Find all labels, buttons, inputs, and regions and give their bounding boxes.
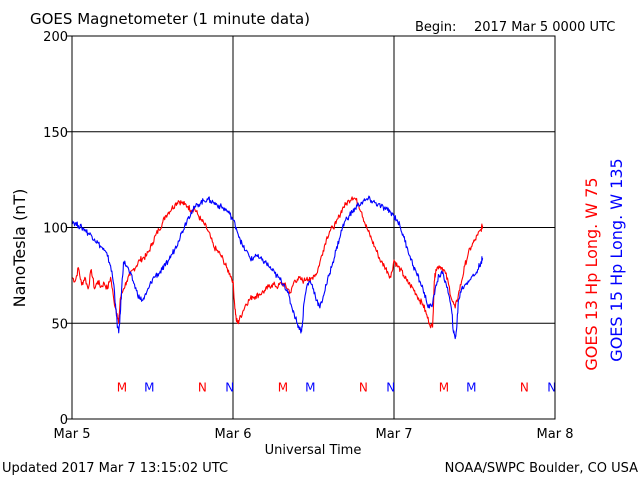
x-tick-label: Mar 6	[215, 427, 252, 442]
begin-date: 2017 Mar 5 0000 UTC	[474, 20, 615, 35]
local-time-marker: N	[198, 380, 207, 394]
local-time-marker: M	[305, 380, 315, 394]
legend-goes13: GOES 13 Hp Long. W 75	[582, 177, 601, 370]
series-layer	[71, 195, 484, 340]
local-time-marker: N	[520, 380, 529, 394]
begin-label: Begin:	[415, 20, 456, 35]
series-line-goes13	[71, 196, 484, 329]
y-tick-label: 150	[43, 126, 68, 141]
y-tick-label: 0	[60, 413, 68, 428]
x-tick-label: Mar 7	[376, 427, 413, 442]
x-tick-labels: Mar 5 Mar 6 Mar 7 Mar 8	[54, 427, 574, 442]
legend-goes15: GOES 15 Hp Long. W 135	[607, 158, 626, 361]
y-axis-label: NanoTesla (nT)	[10, 189, 29, 308]
series-line-goes15	[71, 195, 484, 340]
source-credit: NOAA/SWPC Boulder, CO USA	[445, 461, 638, 476]
y-tick-label: 50	[51, 317, 68, 332]
local-time-marker: M	[117, 380, 127, 394]
y-tick-labels: 0 50 100 150 200	[43, 30, 72, 428]
y-tick-label: 100	[43, 222, 68, 237]
updated-timestamp: Updated 2017 Mar 7 13:15:02 UTC	[2, 461, 228, 476]
local-time-marker: N	[225, 380, 234, 394]
local-time-marker: M	[439, 380, 449, 394]
local-time-marker: N	[386, 380, 395, 394]
y-tick-label: 200	[43, 30, 68, 45]
local-time-marker: M	[466, 380, 476, 394]
local-time-marker: M	[144, 380, 154, 394]
x-tick-label: Mar 8	[537, 427, 574, 442]
x-tick-label: Mar 5	[54, 427, 91, 442]
local-time-marker: N	[359, 380, 368, 394]
local-time-marker: N	[547, 380, 556, 394]
chart-title: GOES Magnetometer (1 minute data)	[30, 10, 310, 28]
local-time-marker: M	[278, 380, 288, 394]
x-axis-label: Universal Time	[265, 443, 362, 458]
